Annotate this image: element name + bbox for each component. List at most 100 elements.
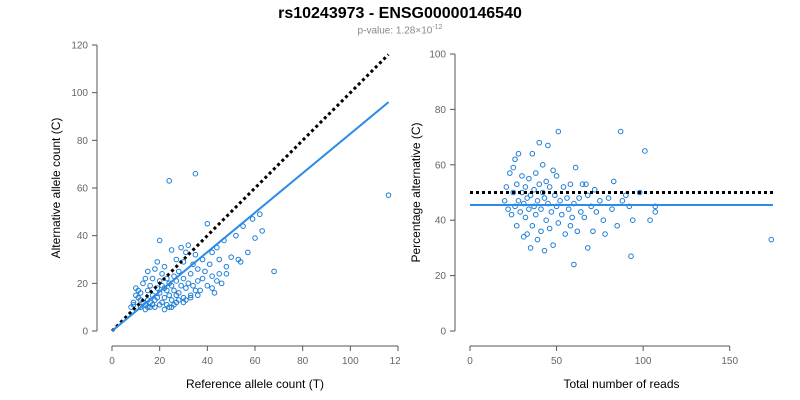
data-point [216, 256, 223, 263]
data-point [510, 164, 517, 171]
data-point [130, 301, 137, 308]
data-point [175, 268, 182, 275]
data-point [510, 189, 517, 196]
data-point [553, 173, 560, 179]
data-point [190, 261, 196, 268]
data-point [529, 150, 536, 157]
data-point [548, 209, 555, 215]
x-tick-label: 150 [721, 356, 738, 367]
data-point [161, 306, 168, 313]
data-point [195, 278, 201, 284]
x-tick-label: 80 [297, 356, 309, 367]
data-point [147, 282, 153, 289]
data-point [647, 217, 653, 223]
data-point [529, 222, 536, 229]
y-tick-label: 40 [77, 231, 89, 242]
pvalue-exponent: -12 [432, 24, 443, 31]
data-point [252, 235, 258, 241]
x-tick-label: 100 [342, 356, 359, 367]
data-point [512, 156, 518, 163]
y-tick-label: 120 [71, 41, 88, 52]
data-point [541, 247, 548, 254]
y-tick-label: 100 [429, 50, 446, 61]
data-point [209, 285, 215, 291]
data-point [503, 184, 510, 190]
data-point [524, 231, 530, 237]
data-point [187, 292, 194, 299]
data-point [522, 214, 529, 221]
data-point [137, 290, 144, 296]
data-point [524, 195, 530, 201]
data-point [590, 228, 596, 235]
data-point [185, 280, 192, 287]
data-point [619, 198, 626, 204]
data-point [501, 198, 508, 204]
x-tick-label: 20 [154, 356, 166, 367]
data-point [166, 304, 172, 310]
y-tick-label: 20 [77, 279, 89, 290]
data-point [144, 268, 151, 275]
data-point [581, 214, 588, 221]
data-point [636, 189, 643, 196]
data-point [259, 228, 265, 234]
y-tick-label: 80 [77, 136, 89, 147]
data-point [159, 271, 165, 277]
x-tick-label: 0 [467, 356, 473, 367]
data-point [130, 299, 137, 306]
data-point [192, 287, 199, 294]
data-point [245, 249, 251, 256]
data-point [531, 186, 537, 193]
data-point [513, 222, 520, 229]
data-point [515, 150, 522, 157]
data-point [185, 242, 192, 248]
data-point [161, 263, 168, 270]
data-point [557, 198, 563, 204]
y-tick-label: 0 [82, 327, 88, 338]
data-point [584, 192, 591, 199]
data-point [522, 184, 529, 190]
data-point [178, 244, 184, 251]
x-tick-label: 60 [249, 356, 261, 367]
data-point [195, 292, 201, 299]
y-axis-label: Alternative allele count (C) [49, 118, 63, 259]
y-tick-label: 100 [71, 88, 88, 99]
data-point [171, 287, 177, 294]
data-point [546, 184, 553, 190]
data-point [249, 216, 256, 222]
data-point [152, 297, 158, 303]
data-point [532, 211, 539, 218]
data-point [228, 254, 234, 260]
y-tick-label: 60 [435, 160, 447, 171]
x-axis-label: Total number of reads [563, 377, 679, 391]
data-point [572, 164, 579, 171]
data-point [564, 195, 570, 201]
data-point [545, 142, 551, 149]
data-point [168, 304, 175, 310]
data-point [571, 261, 577, 268]
y-axis-label: Percentage alternative (C) [409, 122, 423, 262]
y-tick-label: 40 [435, 216, 447, 227]
data-point [385, 192, 392, 198]
data-point [536, 181, 543, 187]
data-point [149, 275, 156, 282]
data-point [517, 209, 524, 215]
data-point [508, 211, 515, 218]
data-point [199, 275, 206, 282]
data-point [161, 294, 168, 301]
data-point [597, 198, 603, 204]
data-point [567, 222, 574, 229]
x-tick-label: 40 [202, 356, 214, 367]
data-point [149, 301, 156, 308]
data-point [152, 266, 158, 272]
data-point [534, 236, 541, 243]
data-point [628, 253, 634, 260]
right-scatter-plot: 0 50 100 150 0 20 40 60 80 100 Total number of rea… [409, 50, 775, 391]
y-tick-label: 60 [77, 184, 89, 195]
data-point [534, 198, 541, 204]
data-point [233, 232, 239, 239]
data-point [240, 223, 246, 229]
data-point [168, 282, 175, 289]
data-point [175, 297, 182, 303]
data-point [617, 128, 624, 135]
